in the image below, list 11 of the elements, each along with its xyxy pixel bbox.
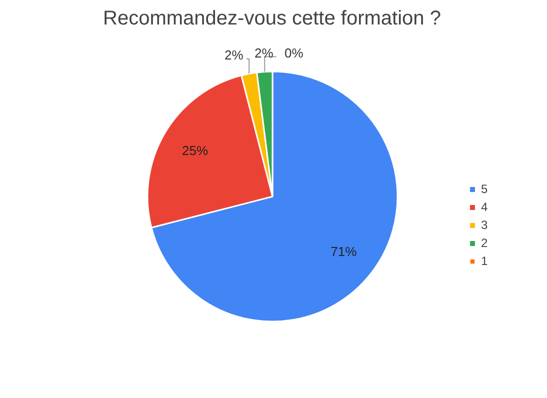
data-label: 2% bbox=[224, 48, 244, 63]
data-label: 71% bbox=[330, 244, 358, 260]
legend-label: 5 bbox=[481, 182, 489, 196]
legend-label: 1 bbox=[481, 254, 489, 268]
legend-label: 3 bbox=[481, 218, 489, 232]
chart-title: Recommandez-vous cette formation ? bbox=[103, 8, 441, 30]
data-label: 25% bbox=[182, 143, 208, 158]
legend-label: 4 bbox=[481, 200, 489, 214]
data-label: 2% bbox=[254, 46, 274, 61]
text: 0% bbox=[284, 45, 304, 60]
legend-label: 2 bbox=[481, 236, 489, 250]
